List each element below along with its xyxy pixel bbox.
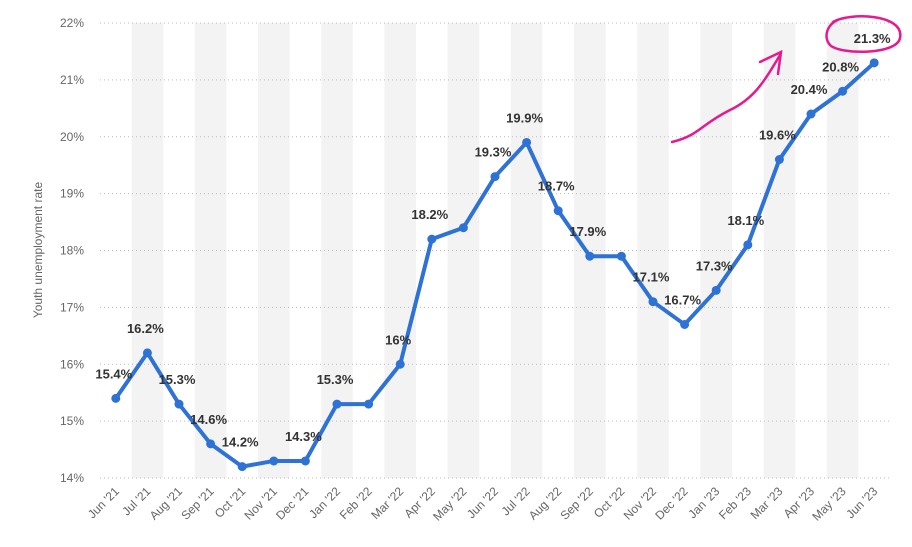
data-label: 14.2% [222,435,259,450]
x-tick-label: Nov '21 [242,484,281,523]
data-point [206,439,216,449]
x-tick-label: Sep '21 [178,484,217,523]
annotation [670,15,902,144]
data-point [237,462,247,472]
data-point [269,456,279,466]
y-tick-label: 15% [60,414,84,428]
data-point [142,348,152,358]
data-point [585,251,595,261]
data-label: 17.9% [569,224,606,239]
band [510,23,543,478]
data-point [300,456,310,466]
x-tick-label: Dec '22 [652,484,691,523]
x-tick-label: Aug '22 [526,484,565,523]
data-point [648,297,658,307]
data-line [114,61,876,469]
y-tick-label: 22% [60,16,84,30]
data-label: 16.2% [127,321,164,336]
y-tick-label: 17% [60,300,84,314]
data-point [711,285,721,295]
data-point [806,109,816,119]
arrow-head [758,49,783,76]
data-label: 19.9% [506,110,543,125]
data-label: 17.3% [696,258,733,273]
data-point [427,234,437,244]
y-tick-label: 16% [60,357,84,371]
data-label: 16.7% [664,292,701,307]
plot: 15.4% 16.2% 15.3% 14.6% 14.2% 14.3% 15.3% 16% 18… [95,31,891,472]
x-tick-label: May '23 [809,484,849,524]
data-label: 15.3% [317,372,354,387]
x-tick-label: Aug '21 [147,484,186,523]
data-label: 18.7% [538,179,575,194]
y-tick-label: 21% [60,73,84,87]
data-label: 21.3% [854,31,891,46]
data-point [174,399,184,409]
data-label: 15.4% [95,366,132,381]
y-axis-title: Youth unemployment rate [31,182,45,319]
data-point [458,223,468,233]
data-label: 20.8% [822,59,859,74]
data-point [553,206,563,216]
data-point [616,251,626,261]
x-tick-label: Jun '23 [843,484,880,521]
x-tick-label: Jan '22 [306,484,343,521]
data-label: 20.4% [791,82,828,97]
data-point [490,172,500,182]
data-point [743,240,753,250]
y-tick-label: 19% [60,187,84,201]
data-label: 19.3% [475,145,512,160]
data-label: 17.1% [633,270,670,285]
data-point [680,319,690,329]
data-label: 18.1% [727,213,764,228]
trend-arrow [670,53,782,144]
x-tick-label: Mar '23 [748,484,786,522]
data-label: 14.3% [285,429,322,444]
data-label: 16% [385,332,411,347]
data-point [774,155,784,164]
x-tick-label: May '22 [430,484,470,524]
data-point [364,399,374,409]
data-label: 19.6% [759,128,796,143]
x-tick-label: Nov '22 [621,484,660,523]
data-point [332,399,342,409]
x-tick-label: Sep '22 [558,484,597,523]
data-point [869,58,879,68]
band [194,23,227,478]
data-label: 15.3% [159,372,196,387]
data-label: 14.6% [190,412,227,427]
data-point [111,393,121,403]
data-point [395,359,405,369]
data-point [838,86,848,96]
y-tick-label: 18% [60,244,84,258]
y-tick-label: 20% [60,130,84,144]
x-tick-label: Jun '21 [85,484,122,521]
y-tick-label: 14% [60,471,84,485]
x-tick-label: Jan '23 [685,484,722,521]
x-tick-label: Mar '22 [368,484,406,522]
x-tick-label: Dec '21 [273,484,312,523]
data-point [522,137,532,147]
x-tick-label: Feb '22 [337,484,375,522]
highlight-circle [825,15,902,54]
x-tick-label: Jun '22 [464,484,501,521]
x-tick-label: Feb '23 [716,484,754,522]
data-label: 18.2% [411,207,448,222]
